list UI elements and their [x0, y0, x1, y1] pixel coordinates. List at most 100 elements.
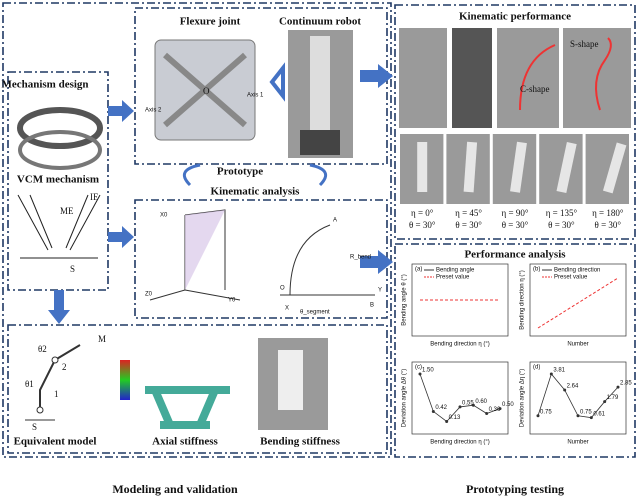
arc-sketch — [280, 224, 375, 296]
performance-analysis-frame — [394, 243, 636, 458]
plot-area — [529, 263, 627, 337]
photo — [399, 28, 447, 128]
label: θ2 — [38, 344, 47, 354]
label: η = 90° — [502, 208, 529, 218]
flexure-render — [163, 52, 247, 128]
data-label: 3.81 — [553, 368, 565, 374]
robot — [602, 142, 627, 194]
label: θ = 30° — [502, 220, 529, 230]
plot-area — [529, 361, 627, 435]
robot — [417, 142, 428, 192]
data-label: 0.75 — [580, 409, 592, 415]
label: Prototype — [217, 166, 263, 178]
data-point — [471, 403, 475, 407]
colorbar — [120, 360, 130, 400]
label: S-shape — [570, 39, 599, 49]
cycle-arrow — [309, 163, 328, 187]
panel-label: (d) — [533, 365, 540, 371]
legend-label: Bending direction — [554, 268, 600, 274]
data-label: 0.13 — [449, 415, 461, 421]
data-point — [418, 372, 422, 376]
label: η = 180° — [592, 208, 624, 218]
data-point — [603, 400, 607, 404]
label: X0 — [160, 213, 168, 219]
cycle-arrow — [182, 163, 201, 187]
robot — [310, 36, 330, 131]
label: O — [203, 86, 210, 96]
label: θ1 — [25, 379, 34, 389]
section-title: Kinematic performance — [459, 11, 571, 23]
footer-label: Prototyping testing — [466, 482, 564, 496]
data-point — [458, 405, 462, 409]
joint — [51, 356, 59, 364]
chevron — [269, 62, 285, 102]
label: θ = 30° — [595, 220, 622, 230]
s-curve — [595, 37, 612, 111]
label: Z0 — [145, 292, 153, 298]
label: C-shape — [520, 84, 550, 94]
data-label: 0.75 — [540, 409, 552, 415]
label: Axis 2 — [145, 108, 162, 114]
data-point — [576, 414, 580, 418]
photo — [497, 28, 559, 128]
data-point — [549, 372, 553, 376]
label: R_bend — [350, 255, 371, 261]
label: VCM mechanism — [17, 174, 99, 186]
model-frame — [7, 324, 388, 454]
data-label: 0.42 — [435, 405, 447, 411]
trend — [537, 277, 619, 329]
caption: Equivalent model — [14, 436, 97, 448]
label: θ = 30° — [409, 220, 436, 230]
section-title: Flexure joint — [180, 16, 241, 28]
x-axis-label: Number — [567, 440, 588, 446]
vcm-sketch — [17, 194, 101, 259]
label: IE — [90, 192, 99, 202]
panel-label: (b) — [533, 267, 540, 273]
caption: Bending stiffness — [260, 436, 340, 448]
caption: Axial stiffness — [152, 436, 218, 448]
data-label: 0.60 — [475, 399, 487, 405]
panel-label: (a) — [415, 267, 422, 273]
modeling-frame — [2, 2, 392, 458]
data-label: 0.50 — [502, 402, 514, 408]
panel-label: (c) — [415, 365, 422, 371]
label: B — [370, 303, 374, 309]
c-curve — [519, 44, 556, 111]
label: θ = 30° — [455, 220, 482, 230]
y-axis-label: Bending direction η (°) — [520, 270, 526, 329]
data-label: 1.79 — [607, 395, 619, 401]
data-point — [563, 388, 567, 392]
label: θ_segment — [300, 310, 330, 316]
data-label: 2.85 — [620, 381, 632, 387]
label: S — [32, 422, 37, 432]
label: Y0 — [228, 298, 236, 304]
data-label: 0.36 — [489, 407, 501, 413]
section-title: Continuum robot — [279, 16, 361, 28]
label: O — [280, 286, 285, 292]
vcm-ring — [17, 107, 103, 149]
data-label: 1.50 — [422, 368, 434, 374]
frame-sketch — [185, 210, 225, 290]
legend-label: Preset value — [436, 275, 470, 281]
y-axis-label: Deviation angle Δη (°) — [520, 369, 526, 427]
section-title: Kinematic analysis — [211, 186, 301, 198]
data-point — [431, 409, 435, 413]
data-point — [616, 385, 620, 389]
robot — [510, 141, 527, 193]
label: 1 — [54, 389, 59, 399]
arrow — [48, 290, 70, 324]
data-point — [445, 419, 449, 423]
data-point — [498, 407, 502, 411]
section-title: Performance analysis — [464, 249, 566, 261]
label: η = 135° — [546, 208, 578, 218]
legend-label: Preset value — [554, 275, 588, 281]
fem-render — [145, 386, 230, 429]
data-label: 2.64 — [567, 384, 579, 390]
robot — [463, 141, 478, 193]
joint — [36, 406, 44, 414]
y-axis-label: Deviation angle Δθ (°) — [402, 369, 408, 427]
footer-label: Modeling and validation — [112, 482, 238, 496]
section-title: Mechanism design — [1, 79, 88, 91]
photo — [452, 28, 492, 128]
